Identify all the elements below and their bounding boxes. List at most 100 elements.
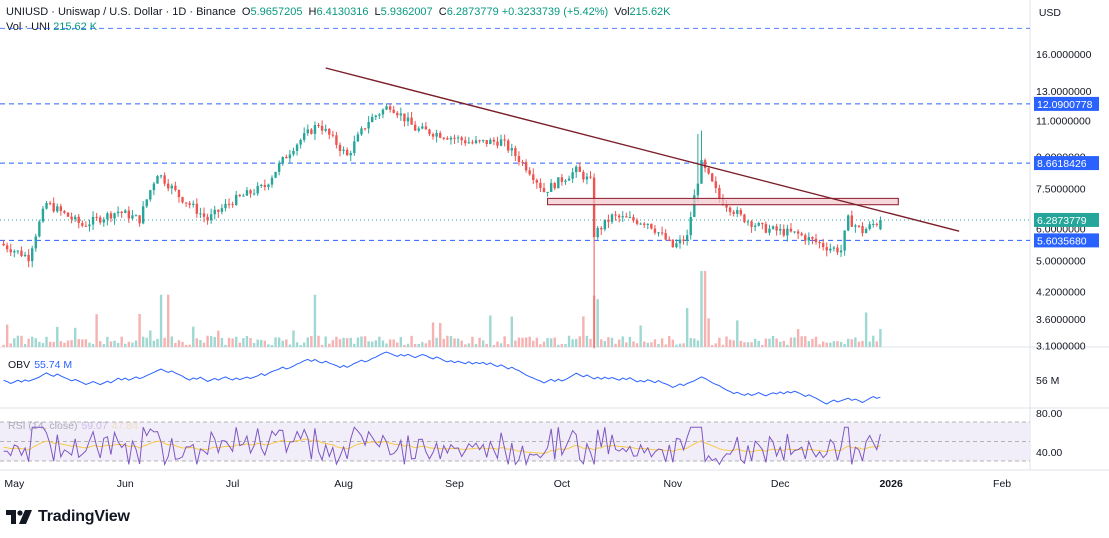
candle-body bbox=[467, 142, 471, 144]
volume-bar bbox=[134, 340, 138, 347]
candle-body bbox=[310, 129, 313, 134]
candle-body bbox=[668, 239, 671, 241]
volume-bar bbox=[227, 337, 231, 347]
candle-body bbox=[507, 140, 510, 151]
volume-bar bbox=[41, 342, 45, 347]
volume-bar bbox=[635, 343, 639, 347]
candle-body bbox=[793, 231, 796, 233]
candle-body bbox=[657, 232, 660, 234]
candle-body bbox=[660, 232, 664, 234]
volume-bar bbox=[610, 337, 614, 347]
volume-bar bbox=[499, 343, 503, 347]
candle-body bbox=[650, 223, 653, 229]
volume-bar bbox=[532, 340, 535, 347]
candle-body bbox=[546, 191, 549, 193]
tradingview-logo[interactable]: TradingView bbox=[6, 508, 130, 526]
volume-bar bbox=[109, 341, 113, 347]
volume-bar bbox=[739, 340, 743, 347]
volume-bar bbox=[2, 344, 5, 347]
candle-body bbox=[789, 228, 793, 232]
candle-body bbox=[238, 194, 241, 196]
candle-body bbox=[779, 228, 782, 231]
volume-bar bbox=[625, 342, 628, 347]
candle-body bbox=[38, 221, 41, 237]
volume-bar bbox=[721, 344, 725, 347]
volume-bar bbox=[252, 343, 256, 347]
candle-body bbox=[571, 172, 574, 179]
candle-body bbox=[728, 207, 732, 212]
volume-bar bbox=[786, 344, 789, 347]
candle-body bbox=[503, 139, 506, 141]
candle-body bbox=[120, 211, 123, 213]
candle-body bbox=[424, 126, 428, 130]
candle-body bbox=[757, 223, 760, 226]
candle-body bbox=[59, 206, 63, 211]
volume-bar bbox=[750, 342, 753, 347]
volume-bar bbox=[614, 343, 617, 347]
candle-body bbox=[614, 214, 617, 216]
high-label: H bbox=[308, 6, 317, 18]
volume-bar bbox=[779, 341, 782, 347]
candle-body bbox=[850, 215, 853, 227]
volume-bar bbox=[725, 336, 728, 347]
price-tick-label: 3.6000000 bbox=[1036, 314, 1086, 326]
candle-body bbox=[231, 203, 234, 205]
volume-bar bbox=[413, 344, 417, 347]
candle-body bbox=[635, 220, 639, 224]
candle-body bbox=[825, 247, 828, 251]
price-tick-label: 4.2000000 bbox=[1036, 287, 1086, 299]
volume-bar bbox=[839, 341, 843, 347]
volume-bar bbox=[660, 338, 664, 347]
volume-bar bbox=[621, 336, 624, 347]
candle-body bbox=[263, 184, 267, 188]
volume-bar bbox=[306, 337, 309, 347]
candle-body bbox=[460, 137, 463, 141]
volume-bar bbox=[589, 338, 592, 347]
candle-body bbox=[610, 214, 614, 222]
volume-bar bbox=[471, 336, 474, 347]
volume-bar bbox=[378, 336, 381, 347]
candle-body bbox=[245, 190, 249, 196]
candle-body bbox=[857, 225, 861, 227]
candle-body bbox=[235, 194, 238, 205]
volume-bar bbox=[753, 338, 757, 347]
candle-body bbox=[560, 177, 564, 182]
candle-body bbox=[532, 174, 535, 180]
candle-body bbox=[575, 166, 578, 173]
candle-body bbox=[163, 175, 166, 184]
candle-body bbox=[202, 213, 206, 217]
volume-bar bbox=[671, 339, 675, 347]
volume-bar bbox=[481, 340, 485, 347]
candle-body bbox=[167, 183, 170, 189]
vol-value: 215.62K bbox=[629, 6, 671, 18]
candle-body bbox=[653, 228, 657, 233]
candle-body bbox=[829, 248, 832, 251]
volume-bar bbox=[474, 344, 478, 347]
candle-body bbox=[188, 203, 191, 205]
candle-body bbox=[832, 247, 836, 249]
volume-bar bbox=[52, 341, 55, 347]
volume-bar bbox=[685, 307, 689, 347]
volume-bar bbox=[546, 338, 549, 347]
volume-bar bbox=[761, 344, 764, 347]
volume-bar bbox=[821, 341, 825, 347]
volume-bar bbox=[524, 337, 528, 347]
symbol-title: UNIUSD · Uniswap / U.S. Dollar · 1D · Bi… bbox=[6, 6, 236, 18]
time-axis: May Jun Jul Aug Sep Oct Nov Dec 2026 Feb bbox=[4, 478, 1011, 490]
level-tag bbox=[1034, 96, 1099, 111]
candle-body bbox=[746, 221, 750, 223]
candle-body bbox=[356, 134, 360, 142]
volume-legend: Vol · UNI 215.62 K bbox=[6, 21, 97, 33]
candle-body bbox=[299, 139, 302, 145]
candle-body bbox=[499, 139, 503, 146]
candle-body bbox=[181, 197, 184, 203]
volume-bar bbox=[449, 336, 453, 347]
candle-body bbox=[109, 213, 113, 219]
candle-body bbox=[632, 217, 635, 221]
volume-bar bbox=[861, 340, 864, 347]
candle-body bbox=[718, 187, 721, 199]
candle-body bbox=[521, 161, 524, 163]
candle-body bbox=[814, 238, 818, 243]
candle-body bbox=[353, 141, 356, 154]
